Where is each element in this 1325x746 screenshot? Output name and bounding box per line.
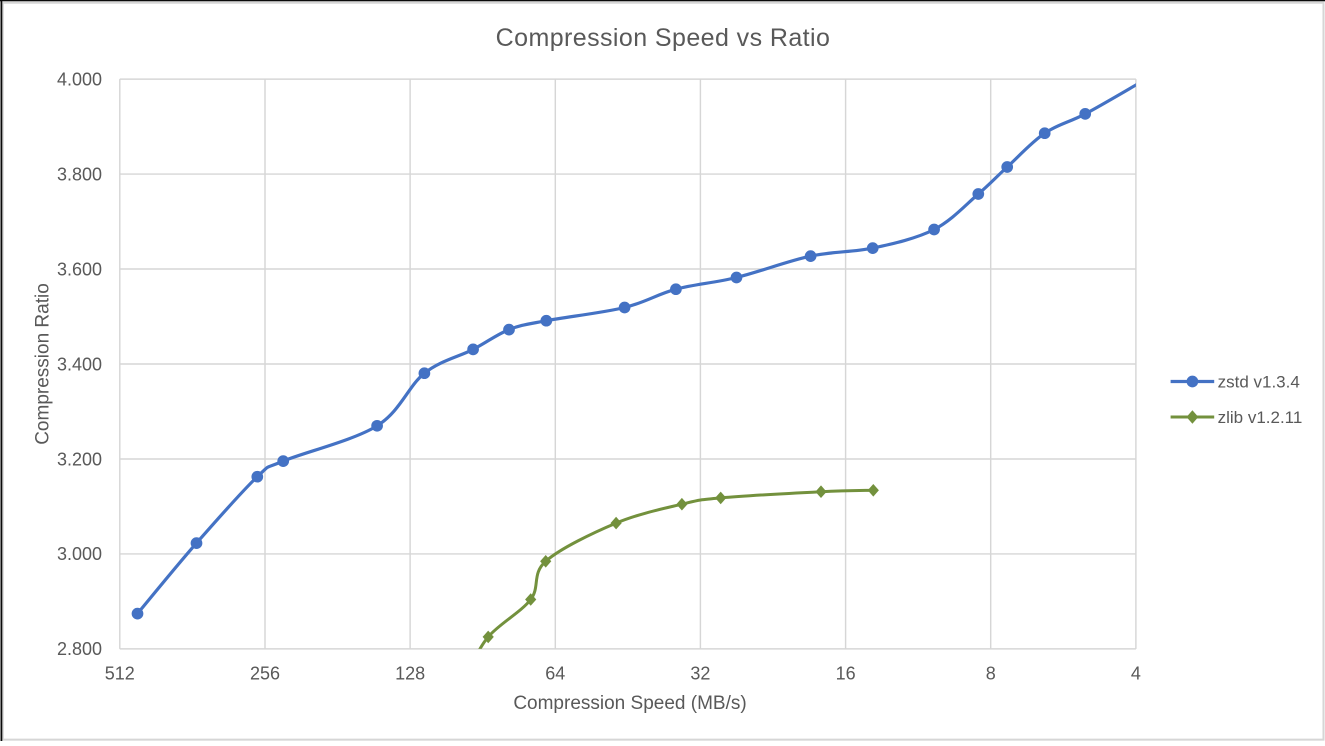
svg-text:3.200: 3.200 xyxy=(57,449,102,469)
svg-text:Compression Speed (MB/s): Compression Speed (MB/s) xyxy=(513,693,746,714)
svg-text:2.800: 2.800 xyxy=(57,639,102,659)
svg-text:512: 512 xyxy=(105,663,135,683)
svg-text:16: 16 xyxy=(836,663,856,683)
svg-text:3.400: 3.400 xyxy=(57,354,102,374)
svg-text:Compression Speed vs Ratio: Compression Speed vs Ratio xyxy=(496,24,831,52)
svg-text:4.000: 4.000 xyxy=(57,69,102,89)
svg-text:3.000: 3.000 xyxy=(57,544,102,564)
svg-text:zlib v1.2.11: zlib v1.2.11 xyxy=(1218,408,1303,427)
svg-text:3.800: 3.800 xyxy=(57,164,102,184)
svg-text:8: 8 xyxy=(986,663,996,683)
svg-text:zstd v1.3.4: zstd v1.3.4 xyxy=(1218,373,1300,392)
svg-text:32: 32 xyxy=(690,663,710,683)
svg-text:4: 4 xyxy=(1131,663,1141,683)
svg-text:128: 128 xyxy=(395,663,425,683)
svg-text:Compression Ratio: Compression Ratio xyxy=(32,283,53,445)
svg-text:3.600: 3.600 xyxy=(57,259,102,279)
svg-text:256: 256 xyxy=(250,663,280,683)
svg-text:64: 64 xyxy=(545,663,565,683)
